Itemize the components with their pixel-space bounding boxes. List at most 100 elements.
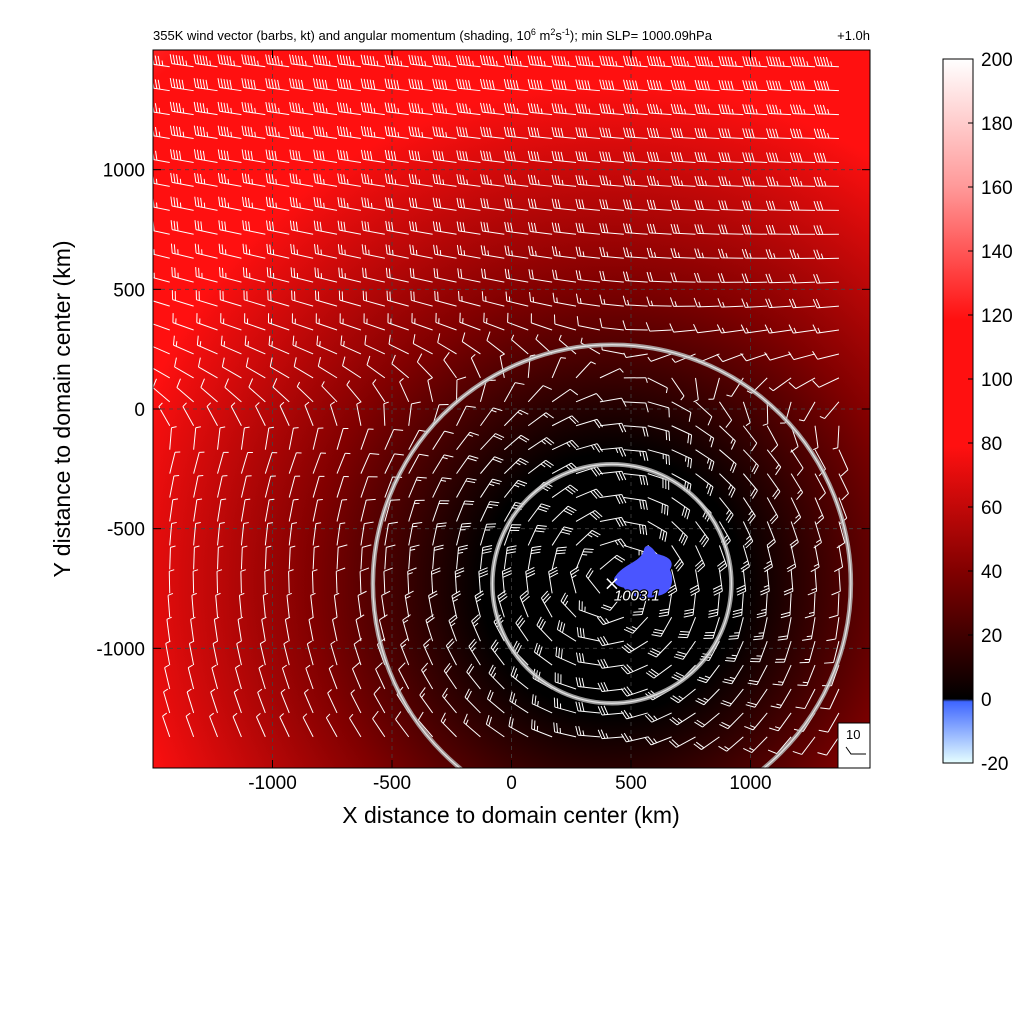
- wind-barb-staff: [790, 521, 799, 543]
- wind-barb-staff: [810, 617, 816, 640]
- wind-barb-staff: [219, 252, 242, 259]
- wind-barb-flag: [518, 620, 526, 629]
- wind-barb-half: [782, 61, 785, 67]
- wind-barb-flag: [459, 174, 463, 184]
- wind-barb-flag: [451, 590, 461, 597]
- wind-barb-staff: [554, 88, 577, 92]
- wind-barb-flag: [718, 224, 722, 234]
- wind-barb-flag: [730, 440, 736, 450]
- wind-barb-staff: [554, 301, 577, 307]
- wind-barb-staff: [503, 409, 521, 427]
- wind-barb-flag: [813, 152, 818, 163]
- wind-barb-flag: [483, 222, 487, 232]
- wind-barb-flag: [652, 80, 657, 90]
- wind-barb-flag: [578, 199, 582, 209]
- wind-barb-staff: [432, 477, 443, 498]
- wind-barb-flag: [699, 534, 706, 543]
- wind-barb-staff: [766, 473, 781, 492]
- wind-barb-staff: [742, 473, 758, 491]
- wind-barb-half: [540, 463, 546, 468]
- wind-barb-flag: [340, 197, 343, 208]
- wind-barb-staff: [288, 547, 291, 570]
- wind-barb-flag: [506, 551, 516, 554]
- wind-barb-staff: [737, 617, 744, 639]
- wind-barb-staff: [793, 329, 816, 334]
- wind-barb-flag: [748, 56, 752, 66]
- wind-barb-flag: [265, 125, 268, 136]
- wind-barb-flag: [217, 101, 221, 112]
- wind-barb-flag: [395, 711, 402, 720]
- wind-barb-staff: [790, 449, 804, 469]
- wind-barb-flag: [508, 716, 512, 727]
- wind-barb-flag: [170, 149, 173, 159]
- wind-barb-flag: [789, 128, 794, 138]
- wind-barb-flag: [438, 127, 442, 137]
- wind-barb-flag: [534, 695, 537, 706]
- wind-barb-staff: [195, 158, 218, 163]
- wind-barb-staff: [363, 229, 385, 235]
- wind-barb-half: [540, 108, 543, 114]
- wind-barb-staff: [195, 229, 218, 235]
- wind-barb-flag: [644, 714, 653, 723]
- wind-barb-staff: [506, 111, 529, 116]
- wind-barb-half: [511, 334, 515, 340]
- wind-barb-flag: [470, 641, 477, 650]
- wind-barb-staff: [386, 111, 409, 116]
- wind-barb-half: [564, 600, 569, 606]
- wind-barb-flag: [711, 461, 715, 472]
- wind-barb-flag: [666, 505, 669, 516]
- wind-barb-flag: [294, 55, 298, 65]
- wind-barb-staff: [288, 499, 294, 522]
- wind-barb-flag: [722, 700, 732, 705]
- wind-barb-flag: [362, 267, 364, 278]
- wind-barb-flag: [247, 126, 251, 137]
- wind-barb-flag: [727, 56, 731, 67]
- wind-barb-flag: [741, 248, 746, 259]
- wind-barb-staff: [695, 521, 710, 540]
- wind-barb-flag: [435, 55, 439, 65]
- wind-barb-flag: [775, 104, 779, 115]
- wind-barb-half: [793, 327, 797, 333]
- wind-barb-flag: [732, 614, 742, 619]
- wind-barb-flag: [197, 244, 200, 254]
- wind-barb-flag: [178, 79, 182, 89]
- wind-barb-flag: [575, 293, 579, 304]
- wind-barb-flag: [706, 56, 710, 67]
- wind-barb-flag: [673, 80, 678, 90]
- wind-barb-flag: [492, 458, 502, 463]
- wind-barb-flag: [816, 56, 821, 66]
- wind-barb-flag: [409, 244, 412, 255]
- wind-barb-staff: [464, 696, 481, 714]
- wind-barb-half: [260, 640, 266, 645]
- wind-barb-staff: [577, 88, 600, 92]
- wind-barb-staff: [423, 644, 434, 666]
- wind-barb-flag: [153, 378, 157, 388]
- wind-barb-staff: [219, 205, 242, 211]
- wind-barb-flag: [768, 176, 773, 186]
- wind-barb-flag: [702, 538, 710, 548]
- wind-barb-flag: [632, 614, 643, 616]
- wind-barb-staff: [577, 136, 600, 140]
- wind-barb-flag: [700, 224, 704, 234]
- wind-barb-half: [195, 521, 201, 525]
- wind-barb-flag: [456, 197, 460, 208]
- wind-barb-flag: [766, 128, 770, 138]
- wind-barb-flag: [727, 152, 731, 162]
- wind-barb-flag: [799, 56, 803, 67]
- wind-barb-flag: [620, 688, 628, 697]
- wind-barb-staff: [315, 205, 338, 211]
- wind-barb-flag: [217, 173, 221, 183]
- wind-barb-flag: [362, 544, 372, 548]
- wind-barb-staff: [497, 596, 505, 618]
- wind-barb-flag: [642, 475, 646, 486]
- wind-barb-staff: [503, 457, 521, 474]
- wind-barb-half: [240, 569, 246, 572]
- wind-barb-flag: [515, 56, 519, 66]
- wind-barb-half: [173, 474, 180, 477]
- wind-barb-staff: [339, 276, 362, 283]
- wind-barb-flag: [754, 80, 758, 91]
- wind-barb-flag: [812, 298, 818, 309]
- wind-barb-flag: [605, 151, 609, 162]
- wind-barb-staff: [339, 158, 362, 163]
- wind-barb-flag: [493, 435, 503, 441]
